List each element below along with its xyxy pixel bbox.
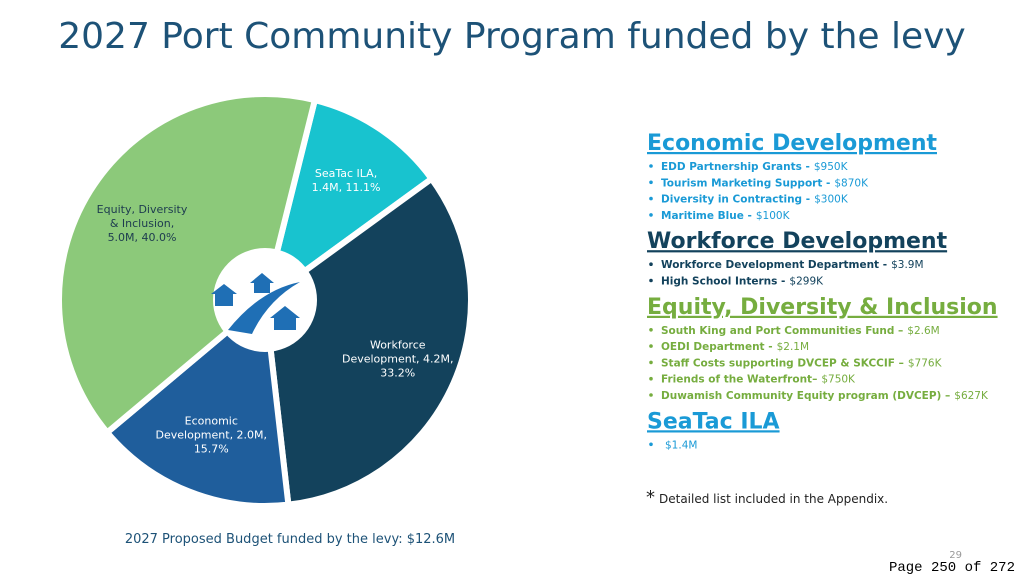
bullet xyxy=(649,360,653,365)
chart-note: 2027 Proposed Budget funded by the levy:… xyxy=(125,532,455,547)
legend-text: Economic Development EDD Partnership Gran… xyxy=(647,131,998,451)
item-amount: $2.6M xyxy=(907,325,939,337)
section-heading: Economic Development xyxy=(647,131,937,156)
item-amount: $750K xyxy=(821,374,856,386)
slice-label: Equity, Diversity xyxy=(97,203,188,216)
item-name: OEDI Department - xyxy=(661,341,773,353)
item-amount: $100K xyxy=(756,210,791,222)
section-heading: SeaTac ILA xyxy=(647,409,780,434)
section-heading: Equity, Diversity & Inclusion xyxy=(647,295,998,320)
item-amount: $3.9M xyxy=(891,259,923,271)
item: $1.4M xyxy=(665,439,697,451)
item-amount: $299K xyxy=(789,276,824,288)
bullet xyxy=(649,180,653,185)
item-amount: $870K xyxy=(834,177,869,189)
item: High School Interns - $299K xyxy=(661,276,824,288)
bullet xyxy=(649,262,653,267)
item-amount: $300K xyxy=(814,194,849,206)
bullet xyxy=(649,278,653,283)
slice-label: 33.2% xyxy=(380,366,415,379)
item: OEDI Department - $2.1M xyxy=(661,341,809,353)
section-heading: Workforce Development xyxy=(647,229,948,254)
slice-label: 1.4M, 11.1% xyxy=(312,181,381,194)
bullet xyxy=(649,393,653,397)
item-name: Workforce Development Department - xyxy=(661,259,887,271)
pie-slice xyxy=(261,174,474,508)
slide-number: 29 xyxy=(949,550,962,561)
bullet xyxy=(649,344,653,348)
bullet xyxy=(649,376,653,381)
slice-label: Development, 2.0M, xyxy=(156,429,268,442)
item-name: Maritime Blue - xyxy=(661,210,752,222)
slice-label: 5.0M, 40.0% xyxy=(108,231,177,244)
item-name: South King and Port Communities Fund – xyxy=(661,325,903,337)
item-name: Tourism Marketing Support - xyxy=(661,177,830,189)
bullet xyxy=(649,196,653,201)
item-name: EDD Partnership Grants - xyxy=(661,161,810,173)
item: Diversity in Contracting - $300K xyxy=(661,194,849,206)
item-name: Diversity in Contracting - xyxy=(661,194,810,206)
item-name: High School Interns - xyxy=(661,276,785,288)
item-name: Friends of the Waterfront– xyxy=(661,374,817,386)
center-icon xyxy=(211,248,317,352)
item: Friends of the Waterfront– $750K xyxy=(661,374,856,386)
item-amount: $627K xyxy=(954,390,989,402)
slice-label: 15.7% xyxy=(194,443,229,456)
slide-title: 2027 Port Community Program funded by th… xyxy=(58,16,966,57)
footnote-mark: * xyxy=(646,487,655,508)
item: Maritime Blue - $100K xyxy=(661,210,791,222)
item-amount: $2.1M xyxy=(777,341,809,353)
page-label: Page 250 of 272 xyxy=(889,560,1015,576)
pie-slice xyxy=(260,96,436,308)
slice-label: & Inclusion, xyxy=(110,217,174,230)
slice-label: Workforce xyxy=(370,338,426,351)
item-amount: $950K xyxy=(814,161,849,173)
item-amount: $776K xyxy=(908,357,943,369)
item: Duwamish Community Equity program (DVCEP… xyxy=(661,390,989,402)
pie-slice xyxy=(102,294,292,509)
bullet xyxy=(649,328,653,332)
item: Workforce Development Department - $3.9M xyxy=(661,259,924,271)
pie-slice xyxy=(56,91,319,437)
donut-chart: SeaTac ILA,1.4M, 11.1%WorkforceDevelopme… xyxy=(56,91,474,509)
footnote: Detailed list included in the Appendix. xyxy=(659,492,888,506)
slice-label: Economic xyxy=(185,415,238,428)
bullet xyxy=(649,442,653,447)
item: Staff Costs supporting DVCEP & SKCCIF – $… xyxy=(661,357,943,369)
item: Tourism Marketing Support - $870K xyxy=(661,177,869,189)
item: EDD Partnership Grants - $950K xyxy=(661,161,849,173)
item-name: Staff Costs supporting DVCEP & SKCCIF – xyxy=(661,357,904,369)
item-name: Duwamish Community Equity program (DVCEP… xyxy=(661,390,950,402)
bullet xyxy=(649,164,653,168)
slice-label: SeaTac ILA, xyxy=(315,167,377,180)
item-amount: $1.4M xyxy=(665,439,697,451)
bullet xyxy=(649,213,653,217)
item: South King and Port Communities Fund – $2… xyxy=(661,325,940,337)
slice-label: Development, 4.2M, xyxy=(342,352,454,365)
